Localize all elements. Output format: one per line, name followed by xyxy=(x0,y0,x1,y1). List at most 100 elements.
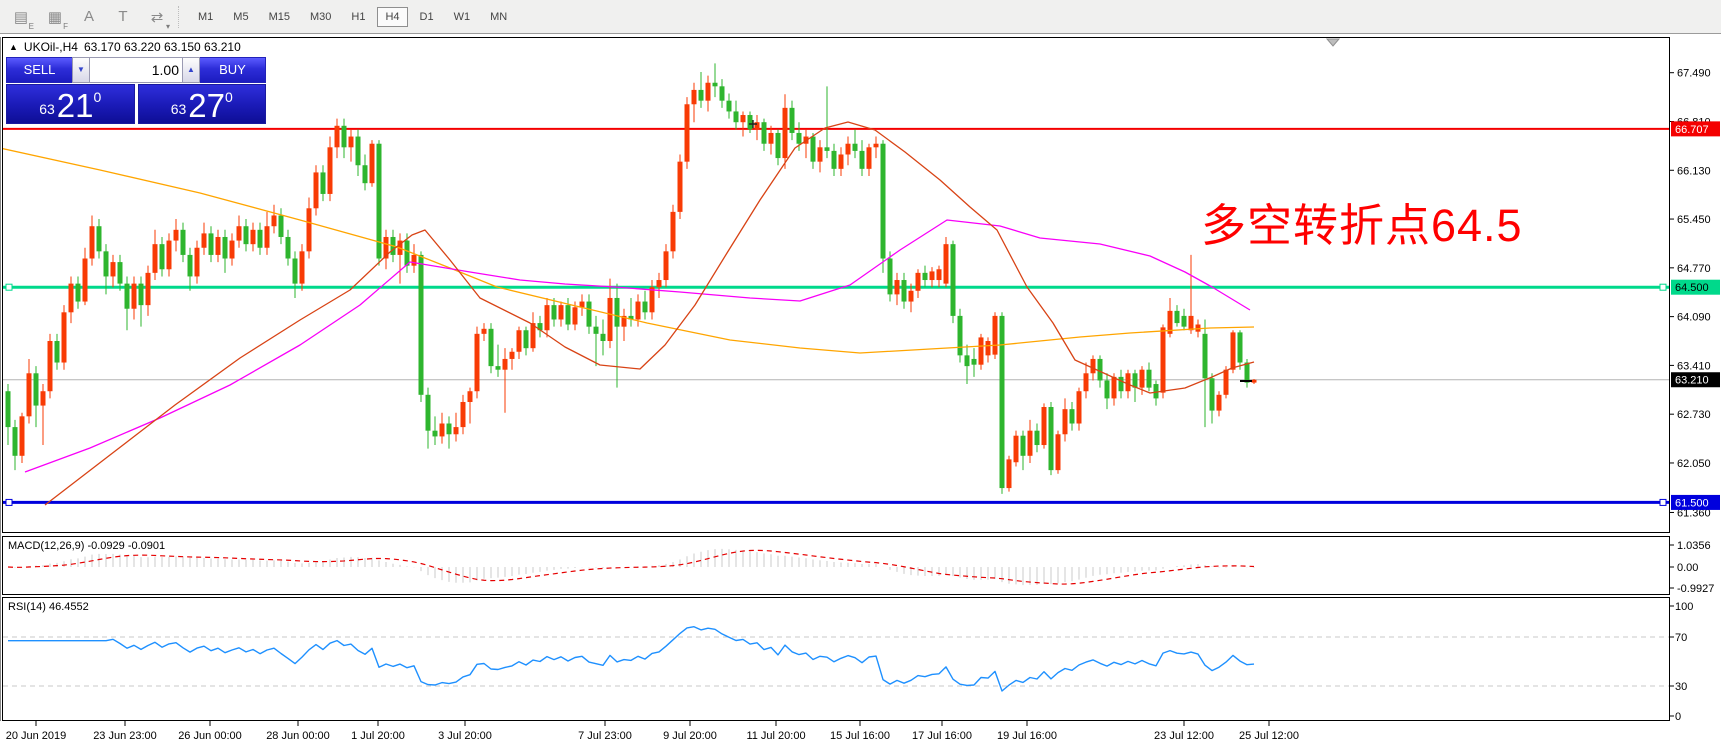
candle-body xyxy=(110,262,116,277)
candle-body xyxy=(761,122,767,144)
macd-indicator-label: MACD(12,26,9) -0.0929 -0.0901 xyxy=(8,540,166,552)
macd-panel xyxy=(2,536,1670,595)
buy-price-box[interactable]: 63 27 0 xyxy=(137,84,266,124)
buy-button[interactable]: BUY xyxy=(200,57,266,83)
hline-handle-left[interactable] xyxy=(5,283,13,291)
candle-body xyxy=(278,215,284,237)
time-tick-label: 20 Jun 2019 xyxy=(6,730,67,742)
price-tick-label: 64.090 xyxy=(1677,312,1711,324)
time-tick-label: 23 Jun 23:00 xyxy=(93,730,157,742)
tf-button-m30[interactable]: M30 xyxy=(309,10,332,23)
candle-body xyxy=(68,283,74,313)
candle-body xyxy=(719,86,725,101)
trade-panel-prices: 63 21 0 63 27 0 xyxy=(6,84,266,124)
candle-body xyxy=(1125,373,1131,392)
time-tick-label: 11 Jul 20:00 xyxy=(746,730,805,742)
candle-body xyxy=(1160,327,1166,393)
candle-body xyxy=(425,394,431,431)
indicators-list-icon[interactable]: ▤ E xyxy=(13,8,34,31)
tf-button-h4[interactable]: H4 xyxy=(377,6,408,27)
tf-button-w1[interactable]: W1 xyxy=(453,10,471,23)
bid-badge[interactable] xyxy=(1671,372,1720,388)
main-chart-panel xyxy=(2,37,1670,533)
candle-body xyxy=(572,307,578,325)
price-tick-label: 61.360 xyxy=(1677,507,1711,519)
hline-handle-right[interactable] xyxy=(1659,498,1667,506)
candle-body xyxy=(33,373,39,406)
hline-handle-right[interactable] xyxy=(1659,283,1667,291)
tf-button-m1[interactable]: M1 xyxy=(198,10,214,23)
candle-body xyxy=(845,143,851,155)
volume-down-stepper[interactable]: ▼ xyxy=(72,57,90,83)
candle-body xyxy=(1020,435,1026,456)
candle-body xyxy=(1069,409,1075,424)
candle-body xyxy=(1153,384,1159,399)
sell-price-box[interactable]: 63 21 0 xyxy=(6,84,135,124)
tf-button-h1[interactable]: H1 xyxy=(351,10,366,23)
candle-body xyxy=(1216,394,1222,411)
candle-body xyxy=(327,147,333,194)
candle-body xyxy=(481,328,487,334)
candle-body xyxy=(1013,435,1019,463)
candle-body xyxy=(383,236,389,259)
candle-body xyxy=(943,244,949,284)
toolbar-separator xyxy=(178,5,180,28)
candle-body xyxy=(642,301,648,313)
rsi-axis-label: 0 xyxy=(1675,711,1681,723)
candle-body xyxy=(1006,459,1012,489)
candle-body xyxy=(936,269,942,281)
sell-button[interactable]: SELL xyxy=(6,57,72,83)
candle-body xyxy=(740,115,746,123)
candle-body xyxy=(565,305,571,325)
candle-body xyxy=(271,215,277,227)
candle-body xyxy=(628,315,634,320)
candle-body xyxy=(1076,391,1082,424)
level-badge[interactable] xyxy=(1671,121,1720,137)
candle-body xyxy=(138,283,144,306)
candle-body xyxy=(1146,369,1152,388)
candle-body xyxy=(229,240,235,259)
time-tick-label: 19 Jul 16:00 xyxy=(997,730,1057,742)
price-tick-label: 67.490 xyxy=(1677,68,1711,80)
tf-button-mn[interactable]: MN xyxy=(490,10,508,23)
candle-body xyxy=(348,136,354,148)
text-label-icon[interactable]: A xyxy=(83,8,94,25)
tf-button-m15[interactable]: M15 xyxy=(268,10,290,23)
candle-body xyxy=(726,100,732,112)
candle-body xyxy=(362,165,368,184)
macd-axis-label: 1.0356 xyxy=(1677,540,1711,552)
sell-price-sup: 0 xyxy=(93,89,102,105)
candle-body xyxy=(684,104,690,162)
volume-input[interactable] xyxy=(90,57,182,83)
hline-handle-left[interactable] xyxy=(5,498,13,506)
candle-body xyxy=(950,244,956,316)
tf-button-d1[interactable]: D1 xyxy=(419,10,434,23)
text-box-icon[interactable]: T xyxy=(118,8,128,25)
candle-body xyxy=(607,297,613,342)
candle-body xyxy=(516,330,522,352)
volume-up-stepper[interactable]: ▲ xyxy=(182,57,200,83)
level-badge[interactable] xyxy=(1671,494,1720,510)
candle-body xyxy=(754,122,760,130)
data-window-icon[interactable]: ▦ F xyxy=(47,8,68,31)
candle-body xyxy=(355,136,361,166)
collapse-arrow-icon[interactable]: ▲ xyxy=(9,42,18,52)
candle-body xyxy=(334,125,340,148)
candle-body xyxy=(75,283,81,302)
candle-body xyxy=(999,315,1005,489)
rsi-line xyxy=(8,626,1255,692)
candle-body xyxy=(551,305,557,320)
trade-panel-controls: SELL ▼ ▲ BUY xyxy=(6,57,266,83)
level-badge[interactable] xyxy=(1671,279,1720,295)
candle-body xyxy=(1230,332,1236,370)
candle-body xyxy=(1090,358,1096,374)
tf-button-m5[interactable]: M5 xyxy=(233,10,249,23)
candle-body xyxy=(509,351,515,359)
arrows-object-icon[interactable]: ⇄ ▾ xyxy=(150,8,170,31)
rsi-axis-label: 30 xyxy=(1675,681,1687,693)
candle-body xyxy=(313,172,319,209)
candle-body xyxy=(173,229,179,241)
candle-body xyxy=(187,254,193,277)
price-tick-label: 62.050 xyxy=(1677,458,1711,470)
candle-body xyxy=(1167,310,1173,334)
